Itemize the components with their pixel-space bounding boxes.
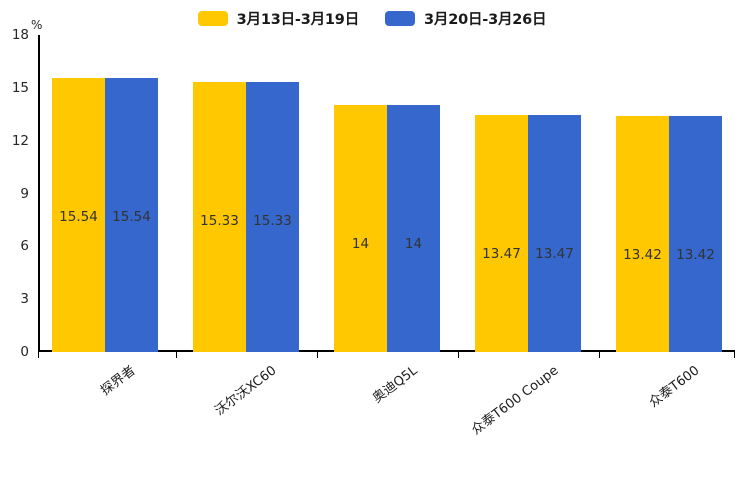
- bar-0-series-0[interactable]: 15.54: [52, 78, 105, 352]
- y-axis-tick-3: 3: [20, 291, 29, 308]
- legend-label-series-1: 3月20日-3月26日: [424, 11, 547, 28]
- bar-group: 15.33 15.33: [193, 35, 299, 352]
- legend-swatch-series-1: [385, 10, 415, 26]
- bar-value-label: 13.42: [623, 246, 662, 263]
- y-axis-tick-9: 9: [20, 185, 29, 202]
- x-axis-tick: [316, 352, 318, 358]
- bar-3-series-0[interactable]: 13.47: [475, 114, 528, 352]
- bar-2-series-1[interactable]: 14: [387, 105, 440, 352]
- bar-group: 14 14: [334, 35, 440, 352]
- y-axis-tick-12: 12: [11, 132, 29, 149]
- bar-value-label: 13.42: [676, 246, 715, 263]
- bar-3-series-1[interactable]: 13.47: [528, 114, 581, 352]
- x-axis-tick: [734, 352, 736, 358]
- x-axis-tick: [457, 352, 459, 358]
- bar-value-label: 13.47: [482, 245, 521, 262]
- x-axis-tick: [38, 352, 40, 358]
- chart-legend: 3月13日-3月19日 3月20日-3月26日: [0, 6, 744, 30]
- legend-label-series-0: 3月13日-3月19日: [236, 11, 360, 28]
- bar-2-series-0[interactable]: 14: [334, 105, 387, 352]
- y-axis-tick-15: 15: [11, 79, 29, 96]
- legend-item-series-1[interactable]: 3月20日-3月26日: [385, 8, 547, 29]
- y-axis-tick-6: 6: [20, 238, 29, 255]
- bar-4-series-0[interactable]: 13.42: [616, 115, 669, 352]
- bar-0-series-1[interactable]: 15.54: [105, 78, 158, 352]
- x-axis-category-label: 奥迪Q5L: [370, 363, 421, 407]
- bar-1-series-1[interactable]: 15.33: [246, 82, 299, 352]
- x-axis-tick: [175, 352, 177, 358]
- y-axis-line: [38, 35, 40, 352]
- bar-group: 13.42 13.42: [616, 35, 722, 352]
- bar-1-series-0[interactable]: 15.33: [193, 82, 246, 352]
- bar-group: 13.47 13.47: [475, 35, 581, 352]
- y-axis-tick-0: 0: [20, 344, 29, 360]
- x-axis-category-label: 众泰T600: [646, 363, 703, 411]
- legend-swatch-series-0: [197, 10, 228, 26]
- bar-value-label: 15.33: [200, 213, 239, 230]
- bar-value-label: 14: [404, 236, 423, 253]
- bar-value-label: 15.33: [253, 213, 292, 230]
- x-axis-category-label: 沃尔沃XC60: [212, 363, 280, 419]
- bar-value-label: 15.54: [112, 209, 151, 226]
- y-axis-tick-18: 18: [11, 27, 29, 43]
- bar-value-label: 14: [351, 236, 370, 253]
- x-axis-category-label: 探界者: [98, 363, 139, 399]
- bar-groups: 15.54 15.54 探界者 15.33 15.33 沃尔沃XC60 14 14 奥迪Q5L 1…: [38, 35, 736, 438]
- x-axis-tick: [598, 352, 600, 358]
- bar-4-series-1[interactable]: 13.42: [669, 115, 722, 352]
- plot-area: 0 3 6 9 12 15 18 15.54 15.54 探界者 15.33 15.33 沃尔沃XC6…: [12, 27, 736, 438]
- y-axis-unit-label: %: [31, 18, 43, 32]
- bar-group: 15.54 15.54: [52, 35, 158, 352]
- bar-value-label: 13.47: [535, 245, 574, 262]
- bar-value-label: 15.54: [59, 209, 98, 226]
- x-axis-category-label: 众泰T600 Coupe: [469, 363, 562, 439]
- legend-item-series-0[interactable]: 3月13日-3月19日: [197, 8, 360, 29]
